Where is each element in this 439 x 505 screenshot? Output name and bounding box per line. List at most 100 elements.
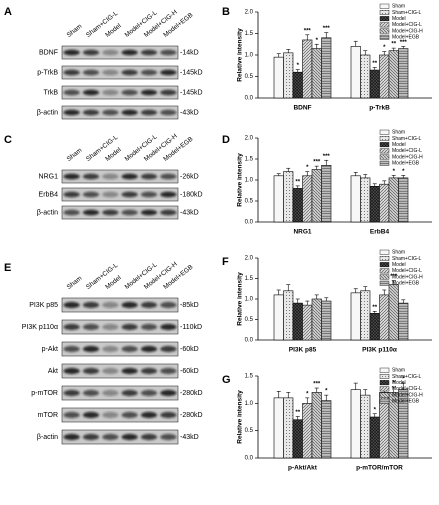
blot-band	[140, 49, 158, 56]
blot-band	[102, 389, 119, 397]
legend-label: Sham	[392, 4, 405, 10]
significance-label: ***	[323, 26, 331, 32]
legend-label: Model+EGB	[392, 35, 420, 41]
blot-band	[63, 367, 80, 375]
legend-hatch	[380, 136, 389, 141]
blot-band	[102, 301, 119, 309]
y-tick-label: 1.0	[245, 53, 254, 59]
size-label: -180kD	[180, 191, 203, 198]
blot-band	[63, 89, 80, 96]
blot-band	[102, 411, 119, 419]
legend-hatch	[380, 35, 389, 40]
significance-label: *	[383, 45, 386, 51]
x-tick-label: p-mTOR/mTOR	[356, 465, 403, 472]
legend-label: Sham	[392, 250, 405, 256]
legend-hatch	[380, 374, 389, 379]
protein-label: BDNF	[39, 49, 58, 56]
blot-band	[140, 367, 158, 375]
protein-label: p-TrkB	[37, 69, 58, 76]
significance-label: ***	[313, 160, 321, 166]
legend-hatch	[380, 130, 389, 135]
x-tick-label: BDNF	[293, 105, 311, 112]
blot-band	[140, 191, 158, 198]
bar-hatch	[370, 70, 380, 98]
blot-band	[82, 345, 100, 353]
legend-label: Model+CIG-H	[392, 154, 423, 160]
y-axis-title: Relative intensity	[237, 153, 244, 207]
blot-band	[102, 367, 119, 375]
blot-band	[102, 89, 119, 96]
y-tick-label: 1.0	[245, 297, 254, 303]
size-label: -110kD	[180, 324, 202, 331]
blot-band	[102, 69, 119, 76]
blot-band	[140, 389, 158, 397]
y-tick-label: 0.5	[245, 317, 254, 323]
bar-hatch	[360, 55, 370, 98]
bar-hatch	[302, 403, 312, 458]
blot-band	[82, 323, 100, 331]
blot-band	[63, 411, 80, 419]
bar-hatch	[312, 48, 322, 98]
bar-hatch	[312, 392, 322, 458]
legend-hatch	[380, 262, 389, 267]
bar-hatch	[274, 57, 284, 98]
x-tick-label: ErbB4	[370, 229, 390, 236]
size-label: -145kD	[180, 89, 203, 96]
x-tick-label: p-TrkB	[369, 105, 390, 112]
significance-label: **	[372, 61, 377, 67]
protein-label: p-Akt	[42, 346, 58, 353]
blot-band	[121, 89, 138, 96]
blot-band	[121, 323, 138, 331]
x-tick-label: NRG1	[293, 229, 311, 236]
y-tick-label: 1.5	[245, 276, 254, 282]
blot-band	[82, 301, 100, 309]
y-tick-label: 0.0	[245, 338, 254, 344]
blot-band	[63, 345, 80, 353]
legend-hatch	[380, 148, 389, 154]
bar-hatch	[321, 165, 331, 222]
blot-band	[63, 69, 80, 76]
y-tick-label: 1.5	[245, 31, 254, 37]
protein-label: ErbB4	[39, 191, 59, 198]
blot-band	[140, 323, 158, 331]
legend-hatch	[380, 142, 389, 147]
bar-hatch	[360, 395, 370, 458]
blot-band	[140, 89, 158, 96]
lane-label: Sham	[66, 147, 84, 163]
blot-band	[82, 209, 100, 216]
panel-letter: F	[222, 256, 229, 268]
y-tick-label: 2.0	[245, 256, 254, 262]
legend-label: Model	[392, 380, 406, 386]
legend-hatch	[380, 380, 389, 385]
blot-strip	[61, 407, 179, 423]
blot-band	[160, 323, 177, 331]
legend-hatch	[380, 154, 389, 160]
blot-strip	[61, 65, 179, 80]
legend-hatch	[380, 16, 389, 21]
significance-label: ***	[400, 40, 408, 46]
legend-label: Sham	[392, 368, 405, 374]
size-label: -43kD	[180, 434, 199, 441]
blot-band	[102, 173, 119, 180]
blot-band	[82, 367, 100, 375]
significance-label: *	[393, 169, 396, 175]
bar-hatch	[274, 397, 284, 458]
bar-hatch	[283, 52, 293, 98]
y-tick-label: 1.5	[245, 157, 254, 163]
significance-label: *	[297, 63, 300, 69]
blot-band	[160, 49, 177, 56]
legend-hatch	[380, 256, 389, 261]
size-label: -280kD	[180, 412, 203, 419]
legend-hatch	[380, 28, 389, 34]
legend-label: Sham+CIG-L	[392, 256, 422, 262]
bar-hatch	[312, 169, 322, 222]
legend-label: Model+CIG-L	[392, 268, 422, 274]
legend-label: Model+EGB	[392, 399, 420, 405]
legend-label: Sham	[392, 130, 405, 136]
significance-label: *	[316, 38, 319, 44]
significance-label: *	[306, 165, 309, 171]
blot-strip	[61, 297, 179, 313]
protein-label: mTOR	[38, 412, 58, 419]
blot-band	[140, 173, 158, 180]
blot-band	[121, 411, 138, 419]
